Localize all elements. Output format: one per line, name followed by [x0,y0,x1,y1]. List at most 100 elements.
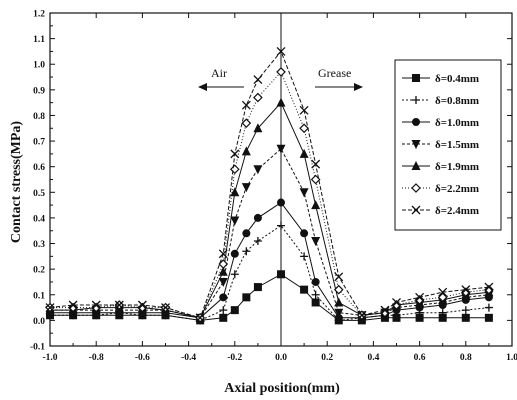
data-point-square [230,306,239,315]
x-tick-label: -0.4 [181,353,196,363]
data-point-square [253,283,262,292]
data-point-plus [230,270,239,279]
data-point-square [461,313,470,322]
data-point-circle [253,213,262,222]
data-point-triangle-down [311,236,321,246]
data-point-triangle-up [334,297,344,307]
data-point-circle [242,229,251,238]
y-tick-label: 0.7 [33,138,45,148]
data-point-cross [484,282,494,292]
y-tick-label: 0.3 [33,240,45,250]
x-tick-label: -1.0 [42,353,57,363]
y-tick-label: 1.0 [33,61,45,71]
y-tick-label: 0.2 [33,266,45,276]
legend-label: δ=2.2mm [435,183,479,195]
series-plus [46,221,493,325]
data-point-triangle-down [411,140,421,149]
data-point-circle [277,198,285,207]
data-point-square [412,74,420,82]
data-point-circle [219,293,228,302]
data-point-square [415,313,424,322]
series-line [50,101,489,319]
x-tick-label: -0.6 [135,353,150,363]
data-point-triangle-up [311,200,321,210]
data-point-square [219,313,228,322]
data-point-triangle-up [218,266,228,276]
data-point-diamond [333,284,344,295]
x-tick-label: 0.8 [460,353,472,363]
x-tick-label: 1.0 [506,353,517,363]
data-point-cross [68,300,78,310]
data-point-cross [114,300,124,310]
data-point-diamond [414,295,425,305]
data-point-diamond [91,302,102,313]
data-point-cross [91,300,101,310]
y-tick-label: 0.9 [33,86,45,96]
data-point-circle [230,249,239,258]
axes-layer: -1.0 -0.8 -0.6 -0.4 -0.2 0.0 0.2 0.4 0.6 0.8 1.0 -0… [30,10,517,364]
x-tick-label: 0.4 [367,353,379,363]
legend-entry: δ=1.5mm [402,139,479,151]
data-point-cross [311,159,321,169]
data-point-plus [461,306,470,315]
series-line [50,70,489,319]
annotation-grease: Grease [318,66,351,80]
data-point-diamond [411,183,421,193]
data-point-square [484,313,493,322]
data-point-square [311,298,320,307]
legend-label: δ=1.5mm [435,139,479,151]
series-square [46,270,493,325]
annotation-air: Air [211,66,227,80]
data-point-triangle-down [299,188,309,198]
data-point-diamond [137,302,148,313]
legend-label: δ=1.0mm [435,117,479,129]
data-point-circle [412,118,420,126]
data-point-triangle-up [299,148,309,158]
legend-entry: δ=2.2mm [402,183,479,195]
legend-entry: δ=0.4mm [402,73,479,85]
data-point-cross [299,105,309,115]
legend-entry: δ=1.9mm [402,161,479,173]
x-tick-label: -0.2 [227,353,242,363]
legend-label: δ=0.8mm [435,95,479,107]
x-tick-label: 0.2 [321,353,333,363]
data-point-cross [253,75,263,85]
legend-entry: δ=1.0mm [402,117,479,129]
data-point-cross [230,149,240,159]
arrow-grease-head [354,83,363,91]
data-point-cross [334,272,344,282]
y-axis-title: Contact stress(MPa) [9,121,24,244]
y-tick-label: -0.1 [30,343,45,353]
data-point-plus [438,308,447,317]
series-line [50,201,489,319]
legend: δ=0.4mm δ=0.8mm δ=1.0mm δ=1.5mm δ=1.9mm δ=2.2… [394,59,502,231]
x-axis-title: Axial position(mm) [224,381,340,396]
data-point-cross [195,313,205,323]
data-point-diamond [276,67,286,77]
data-point-cross [415,292,425,302]
data-point-diamond [253,92,263,103]
annotation-layer: Air Grease [198,66,363,91]
y-tick-label: 0.8 [33,112,45,122]
data-point-plus [311,290,320,299]
y-tick-label: 0.1 [33,291,45,301]
data-point-triangle-down [253,165,263,175]
data-point-cross [380,305,390,315]
y-tick-label: 1.2 [33,10,45,20]
x-tick-label: 0.0 [275,353,287,363]
data-point-cross [161,303,170,313]
data-point-triangle-up [411,161,421,170]
series-layer [45,46,494,325]
data-point-diamond [437,292,448,303]
data-point-plus [484,303,493,312]
data-point-square [300,285,309,294]
data-point-cross [45,303,55,313]
data-point-cross [276,46,286,56]
data-point-triangle-up [276,97,286,107]
data-point-diamond [484,284,494,295]
data-point-square [242,293,251,302]
data-point-triangle-up [241,146,251,156]
legend-entry: δ=2.4mm [402,205,479,217]
data-point-cross [411,205,421,215]
data-point-triangle-up [253,123,263,133]
